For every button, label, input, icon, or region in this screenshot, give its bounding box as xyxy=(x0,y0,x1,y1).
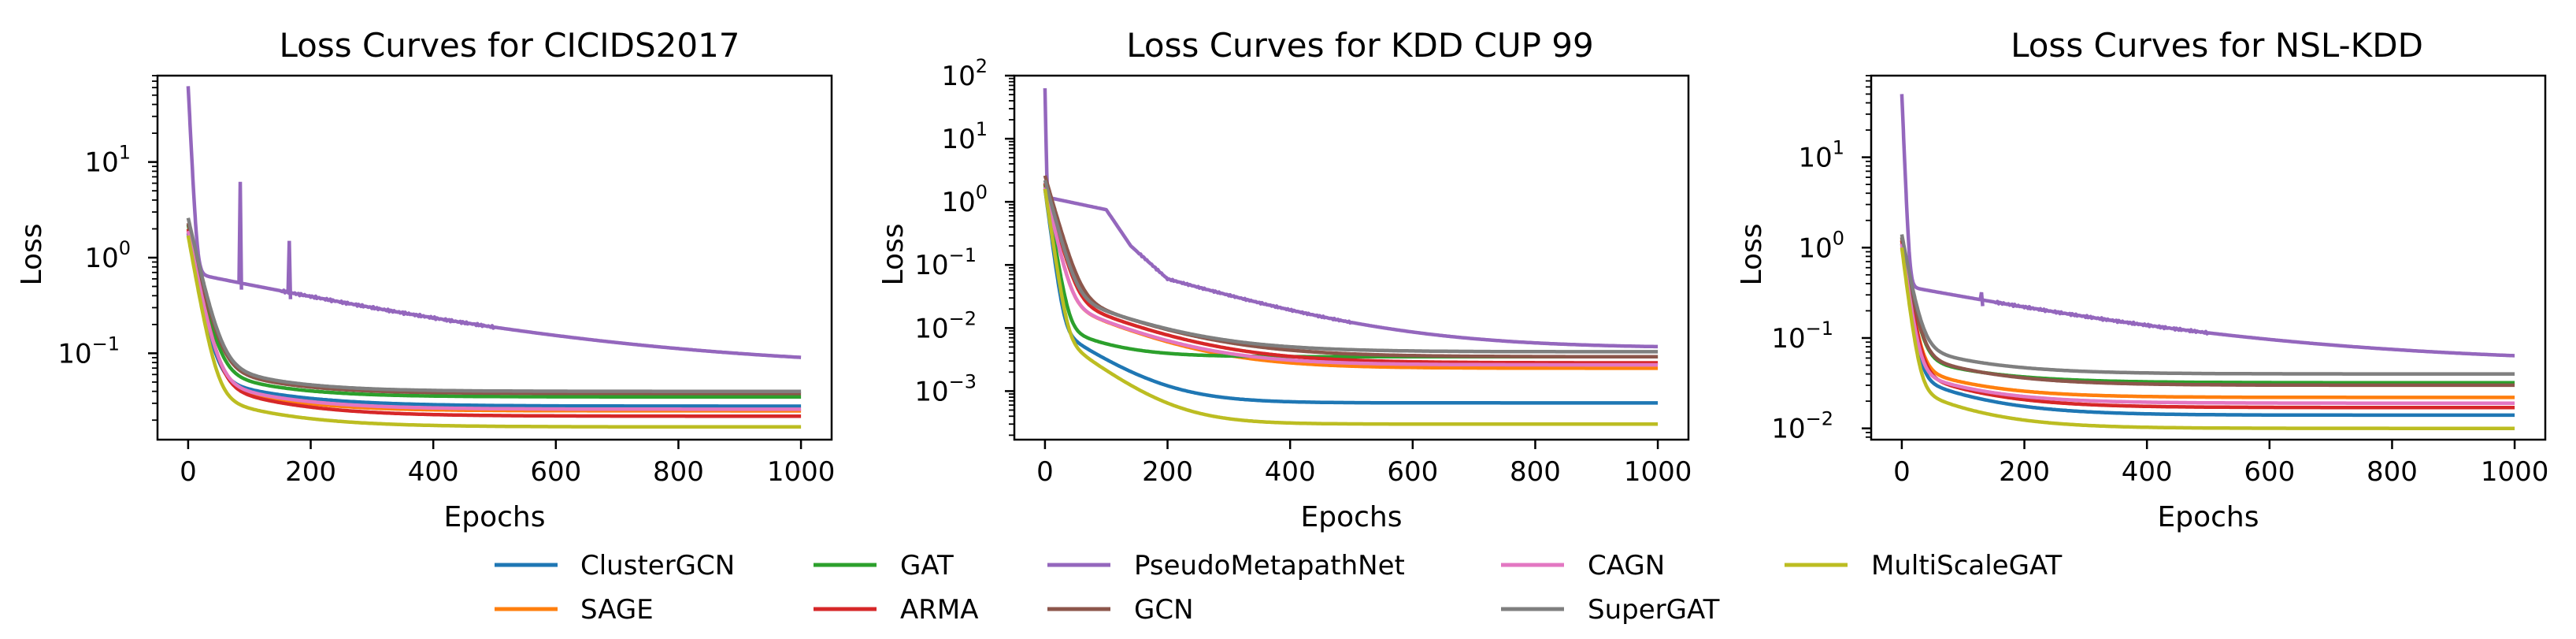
plot-area: 0 200 400 600 800 1000 102 101 100 10−1 10−2 10−3 xyxy=(914,55,1692,488)
legend-entry-multiscalegat: MultiScaleGAT xyxy=(1785,550,2063,581)
series-spike-pseudometapathnet xyxy=(1978,292,1985,306)
series-spike-pseudometapathnet xyxy=(286,240,293,299)
x-axis-label: Epochs xyxy=(1301,501,1403,533)
legend-label: GCN xyxy=(1134,594,1194,626)
chart-title: Loss Curves for KDD CUP 99 xyxy=(1126,26,1593,65)
legend-label: ARMA xyxy=(900,594,978,626)
series-line-multiscalegat xyxy=(1900,247,2515,430)
x-tick-label: 200 xyxy=(1142,456,1193,488)
chart-title: Loss Curves for NSL-KDD xyxy=(2011,26,2423,65)
y-tick-label: 10−1 xyxy=(914,244,977,281)
series-line-pseudometapathnet xyxy=(1900,94,2515,358)
series-line-multiscalegat xyxy=(186,235,802,429)
y-axis-label: Loss xyxy=(1736,224,1768,286)
x-tick-label: 0 xyxy=(1036,456,1054,488)
y-tick-label: 10−1 xyxy=(57,333,120,370)
legend-entry-supergat: SuperGAT xyxy=(1501,594,1720,626)
y-tick-label: 10−1 xyxy=(1771,318,1833,355)
legend-entry-arma: ARMA xyxy=(814,594,978,626)
series-line-gcn xyxy=(1043,175,1659,359)
x-tick-label: 400 xyxy=(2122,456,2173,488)
y-tick-label: 100 xyxy=(84,237,131,274)
plot-area: 0 200 400 600 800 1000 101 100 10−1 xyxy=(57,75,836,488)
x-axis-label: Epochs xyxy=(444,501,546,533)
x-tick-label: 400 xyxy=(1265,456,1316,488)
series-line-gat xyxy=(186,224,802,399)
x-tick-label: 1000 xyxy=(2481,456,2549,488)
legend: ClusterGCN SAGE GAT ARMA PseudoMetapathN… xyxy=(495,550,2063,626)
legend-label: CAGN xyxy=(1588,550,1665,581)
series-group xyxy=(1043,87,1659,426)
x-tick-label: 0 xyxy=(180,456,197,488)
y-tick-label: 101 xyxy=(941,118,988,155)
legend-entry-gat: GAT xyxy=(814,550,954,581)
y-tick-label: 102 xyxy=(941,55,988,92)
series-line-gcn xyxy=(186,222,802,396)
legend-label: SuperGAT xyxy=(1588,594,1720,626)
y-axis-label: Loss xyxy=(877,224,910,286)
series-line-cagn xyxy=(186,230,802,411)
y-tick-label: 10−2 xyxy=(1771,408,1833,445)
y-axis-label: Loss xyxy=(16,224,48,286)
series-group xyxy=(1900,94,2515,430)
legend-label: SAGE xyxy=(580,594,654,626)
legend-entry-clustergcn: ClusterGCN xyxy=(495,550,735,581)
chart-nsl-kdd: Loss Curves for NSL-KDD Loss Epochs 0 200… xyxy=(1736,26,2548,533)
series-line-supergat xyxy=(1900,234,2515,376)
x-axis-label: Epochs xyxy=(2158,501,2259,533)
series-group xyxy=(186,86,802,429)
x-tick-label: 800 xyxy=(1510,456,1561,488)
y-tick-label: 100 xyxy=(1798,227,1844,264)
x-tick-label: 200 xyxy=(1999,456,2050,488)
series-line-pseudometapathnet xyxy=(186,86,802,359)
legend-entry-sage: SAGE xyxy=(495,594,654,626)
legend-label: ClusterGCN xyxy=(580,550,735,581)
series-line-cagn xyxy=(1043,187,1659,367)
legend-label: PseudoMetapathNet xyxy=(1134,550,1405,581)
legend-entry-cagn: CAGN xyxy=(1501,550,1665,581)
series-line-clustergcn xyxy=(1043,188,1659,405)
x-tick-label: 1000 xyxy=(1624,456,1692,488)
x-tick-label: 1000 xyxy=(767,456,836,488)
x-tick-label: 400 xyxy=(408,456,459,488)
chart-kdd-cup-99: Loss Curves for KDD CUP 99 Loss Epochs 0… xyxy=(877,26,1692,533)
axes-frame xyxy=(1870,74,2547,441)
x-tick-label: 600 xyxy=(2244,456,2295,488)
x-tick-label: 200 xyxy=(285,456,336,488)
series-line-supergat xyxy=(186,217,802,393)
axes-frame xyxy=(156,74,833,441)
legend-entry-gcn: GCN xyxy=(1047,594,1194,626)
plot-area: 0 200 400 600 800 1000 101 100 10−1 10−2 xyxy=(1771,75,2549,488)
x-tick-label: 800 xyxy=(653,456,704,488)
series-line-arma xyxy=(1043,182,1659,365)
y-tick-label: 100 xyxy=(941,181,988,218)
series-line-sage xyxy=(1043,187,1659,370)
series-line-pseudometapathnet xyxy=(1043,87,1659,349)
x-tick-label: 600 xyxy=(530,456,581,488)
x-tick-label: 800 xyxy=(2367,456,2418,488)
series-spike-pseudometapathnet xyxy=(237,181,243,290)
legend-label: MultiScaleGAT xyxy=(1871,550,2063,581)
legend-label: GAT xyxy=(900,550,954,581)
y-tick-label: 10−2 xyxy=(914,307,977,344)
series-line-cagn xyxy=(1900,243,2515,405)
series-line-clustergcn xyxy=(1900,243,2515,418)
series-line-gat xyxy=(1900,236,2515,385)
x-tick-label: 0 xyxy=(1893,456,1911,488)
y-tick-label: 10−3 xyxy=(914,370,977,407)
series-line-sage xyxy=(1900,240,2515,399)
legend-entry-pseudometapathnet: PseudoMetapathNet xyxy=(1047,550,1405,581)
series-line-supergat xyxy=(1043,179,1659,354)
y-tick-label: 101 xyxy=(84,142,131,179)
chart-title: Loss Curves for CICIDS2017 xyxy=(279,26,739,65)
series-line-multiscalegat xyxy=(1043,188,1659,426)
axes-frame xyxy=(1013,74,1690,441)
series-line-gcn xyxy=(1900,236,2515,388)
x-tick-label: 600 xyxy=(1387,456,1438,488)
chart-cicids2017: Loss Curves for CICIDS2017 Loss Epochs 0… xyxy=(16,26,835,533)
y-tick-label: 101 xyxy=(1798,137,1844,174)
